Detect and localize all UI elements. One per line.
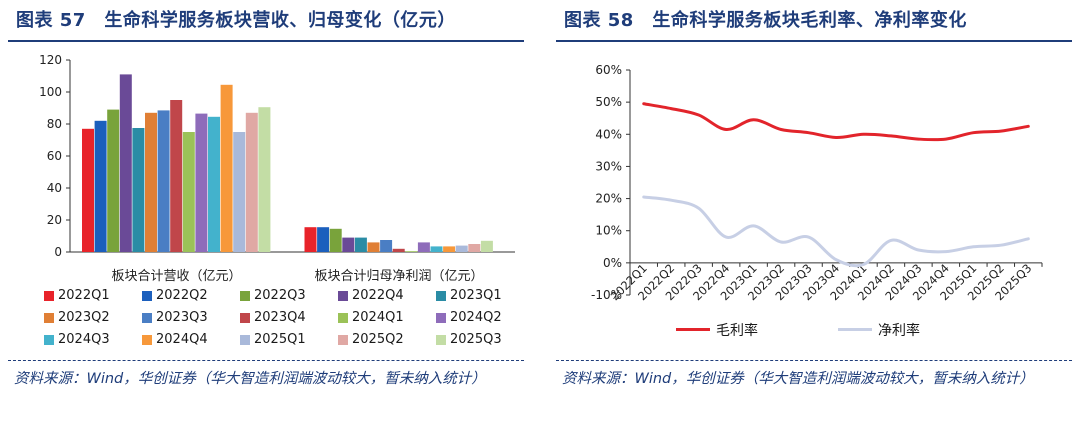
legend-swatch [142, 291, 152, 301]
legend-label: 2022Q2 [156, 288, 208, 303]
left-title-rule [8, 40, 524, 42]
legend-label: 2023Q4 [254, 310, 306, 325]
legend-label: 2024Q1 [352, 310, 404, 325]
y-tick-label: 60 [47, 149, 62, 163]
legend-label: 2022Q3 [254, 288, 306, 303]
legend-label: 2025Q1 [254, 332, 306, 347]
bar-2025Q1-net-profit [456, 246, 468, 252]
bar-2023Q4-revenue [170, 100, 182, 252]
bar-2023Q4-net-profit [393, 249, 405, 252]
series-line-净利率 [644, 197, 1029, 266]
bar-2022Q4-net-profit [342, 238, 354, 252]
left-panel: 图表 57 生命科学服务板块营收、归母变化（亿元） 0 20 40 60 80 100 12… [0, 0, 532, 426]
y-tick-label: 0% [603, 256, 622, 270]
bar-2023Q2-net-profit [368, 242, 380, 252]
left-source-rule [8, 360, 524, 361]
bar-2025Q1-revenue [233, 132, 245, 252]
bar-2024Q2-net-profit [418, 242, 430, 252]
y-tick-label: 0 [54, 245, 62, 259]
bar-2024Q1-net-profit [405, 251, 417, 252]
y-tick-label: 20 [47, 213, 62, 227]
legend-label: 2025Q3 [450, 332, 502, 347]
y-tick-label: 10% [595, 224, 622, 238]
y-tick-label: 80 [47, 117, 62, 131]
bar-2022Q3-net-profit [330, 229, 342, 252]
legend-swatch [338, 291, 348, 301]
bar-2022Q4-revenue [120, 74, 132, 252]
legend-label: 毛利率 [716, 320, 758, 340]
line-chart: -10%0%10%20%30%40%50%60%2022Q12022Q22022… [548, 44, 1080, 316]
bar-2025Q2-net-profit [468, 244, 480, 252]
legend-swatch [338, 335, 348, 345]
legend-label: 2023Q3 [156, 310, 208, 325]
right-title-rule [556, 40, 1072, 42]
right-source-rule [556, 360, 1072, 361]
bar-2025Q2-revenue [246, 113, 258, 252]
right-chart-title: 图表 58 生命科学服务板块毛利率、净利率变化 [564, 6, 967, 32]
y-tick-label: 60% [595, 63, 622, 77]
legend-label: 2025Q2 [352, 332, 404, 347]
legend-swatch [142, 313, 152, 323]
line-chart-legend: 毛利率 净利率 [548, 318, 1080, 342]
bar-2024Q4-net-profit [443, 246, 455, 252]
legend-swatch [44, 335, 54, 345]
bar-2023Q3-net-profit [380, 240, 392, 252]
legend-label: 2024Q2 [450, 310, 502, 325]
right-source-note: 资料来源：Wind，华创证券（华大智造利润端波动较大，暂未纳入统计） [562, 366, 1072, 392]
x-category-label: 板块合计归母净利润（亿元） [314, 269, 483, 284]
legend-label: 2022Q1 [58, 288, 110, 303]
bar-2024Q1-revenue [183, 132, 195, 252]
legend-label: 2024Q3 [58, 332, 110, 347]
y-tick-label: 120 [39, 53, 62, 67]
legend-line-swatch [676, 328, 710, 331]
bar-2025Q3-revenue [258, 107, 270, 252]
legend-swatch [240, 335, 250, 345]
left-source-note: 资料来源：Wind，华创证券（华大智造利润端波动较大，暂未纳入统计） [14, 366, 524, 392]
bar-2023Q1-revenue [132, 128, 144, 252]
x-category-label: 板块合计营收（亿元） [111, 269, 241, 284]
bar-2023Q1-net-profit [355, 238, 367, 252]
left-chart-title: 图表 57 生命科学服务板块营收、归母变化（亿元） [16, 6, 456, 32]
bar-chart: 0 20 40 60 80 100 120 板块合计营收（亿元） 板块合计归母净利润（亿元） [0, 44, 532, 288]
legend-line-swatch [838, 328, 872, 331]
right-panel: 图表 58 生命科学服务板块毛利率、净利率变化 -10% 0% 10% 20% 30% 4… [548, 0, 1080, 426]
bar-2025Q3-net-profit [481, 241, 493, 252]
bar-2023Q2-revenue [145, 113, 157, 252]
legend-label: 2023Q1 [450, 288, 502, 303]
legend-swatch [338, 313, 348, 323]
legend-swatch [44, 291, 54, 301]
bar-2022Q2-net-profit [317, 227, 329, 252]
y-tick-label: 50% [595, 95, 622, 109]
legend-swatch [436, 335, 446, 345]
legend-swatch [436, 291, 446, 301]
legend-swatch [240, 291, 250, 301]
bar-chart-legend: 2022Q1 2022Q2 2022Q3 2022Q4 2023Q1 2023Q2 2023… [0, 286, 532, 356]
y-tick-label: 40% [595, 127, 622, 141]
y-tick-label: 40 [47, 181, 62, 195]
bar-2023Q3-revenue [158, 110, 170, 252]
bar-2024Q4-revenue [221, 85, 233, 252]
bar-2022Q3-revenue [107, 110, 119, 252]
legend-label: 2022Q4 [352, 288, 404, 303]
legend-label: 2024Q4 [156, 332, 208, 347]
bar-2024Q3-revenue [208, 117, 220, 252]
bar-2024Q3-net-profit [431, 246, 443, 252]
bar-2022Q1-net-profit [305, 227, 317, 252]
bar-2022Q1-revenue [82, 129, 94, 252]
legend-swatch [142, 335, 152, 345]
y-tick-label: 30% [595, 159, 622, 173]
bar-2022Q2-revenue [95, 121, 107, 252]
legend-label: 净利率 [878, 320, 920, 340]
legend-swatch [240, 313, 250, 323]
y-tick-label: 100 [39, 85, 62, 99]
legend-swatch [44, 313, 54, 323]
y-tick-label: 20% [595, 192, 622, 206]
series-line-毛利率 [644, 104, 1029, 140]
legend-swatch [436, 313, 446, 323]
bar-2024Q2-revenue [195, 114, 207, 252]
legend-label: 2023Q2 [58, 310, 110, 325]
